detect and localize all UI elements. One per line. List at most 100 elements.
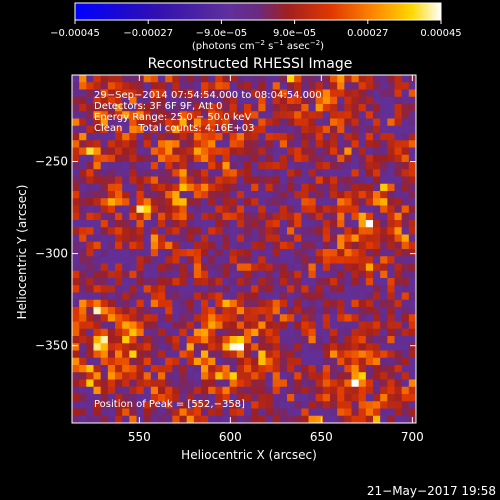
heatmap-cell xyxy=(72,307,80,315)
heatmap-cell xyxy=(344,118,352,127)
heatmap-cell xyxy=(115,292,123,301)
heatmap-cell xyxy=(72,263,80,272)
heatmap-cell xyxy=(93,140,102,148)
heatmap-cell xyxy=(122,299,130,308)
heatmap-cell xyxy=(373,307,381,315)
heatmap-cell xyxy=(251,263,259,272)
heatmap-cell xyxy=(308,379,317,388)
heatmap-cell xyxy=(222,183,231,192)
heatmap-cell xyxy=(308,321,317,330)
heatmap-cell xyxy=(72,350,80,359)
heatmap-cell xyxy=(244,278,252,286)
heatmap-cell xyxy=(158,89,166,98)
heatmap-cell xyxy=(186,307,195,315)
heatmap-cell xyxy=(143,89,152,98)
heatmap-cell xyxy=(158,278,166,286)
heatmap-cell xyxy=(287,205,295,214)
heatmap-cell xyxy=(287,343,295,351)
heatmap-cell xyxy=(394,118,403,127)
heatmap-cell xyxy=(107,125,116,134)
heatmap-cell xyxy=(229,154,238,163)
heatmap-cell xyxy=(100,96,109,105)
heatmap-cell xyxy=(322,227,331,235)
heatmap-cell xyxy=(186,263,195,272)
heatmap-cell xyxy=(279,278,288,286)
heatmap-cell xyxy=(93,270,102,279)
heatmap-cell xyxy=(351,154,360,163)
heatmap-cell xyxy=(172,191,180,199)
heatmap-cell xyxy=(322,111,331,119)
heatmap-cell xyxy=(365,394,374,402)
heatmap-cell xyxy=(79,220,87,228)
heatmap-cell xyxy=(358,394,367,402)
heatmap-cell xyxy=(337,147,345,156)
heatmap-cell xyxy=(100,162,109,170)
heatmap-cell xyxy=(172,169,180,177)
heatmap-cell xyxy=(401,169,410,177)
heatmap-cell xyxy=(322,89,331,98)
heatmap-cell xyxy=(115,111,123,119)
heatmap-cell xyxy=(115,154,123,163)
heatmap-cell xyxy=(244,118,252,127)
heatmap-cell xyxy=(186,372,195,380)
heatmap-cell xyxy=(129,372,137,380)
heatmap-cell xyxy=(373,379,381,388)
heatmap-cell xyxy=(93,394,102,402)
heatmap-cell xyxy=(79,191,87,199)
heatmap-cell xyxy=(129,241,137,250)
heatmap-cell xyxy=(308,249,317,257)
heatmap-cell xyxy=(136,198,145,206)
heatmap-cell xyxy=(79,82,87,90)
heatmap-cell xyxy=(344,350,352,359)
heatmap-cell xyxy=(172,133,180,141)
heatmap-cell xyxy=(107,118,116,127)
heatmap-cell xyxy=(287,415,295,423)
heatmap-cell xyxy=(186,234,195,243)
heatmap-cell xyxy=(115,162,123,170)
heatmap-cell xyxy=(308,140,317,148)
heatmap-cell xyxy=(258,183,266,192)
heatmap-cell xyxy=(208,220,216,228)
heatmap-cell xyxy=(201,263,209,272)
heatmap-cell xyxy=(258,256,266,264)
heatmap-cell xyxy=(272,343,281,351)
heatmap-cell xyxy=(179,357,188,366)
heatmap-cell xyxy=(143,162,152,170)
heatmap-cell xyxy=(373,408,381,417)
heatmap-cell xyxy=(150,125,159,134)
heatmap-cell xyxy=(100,176,109,185)
heatmap-cell xyxy=(380,307,388,315)
heatmap-cell xyxy=(129,111,137,119)
heatmap-cell xyxy=(308,314,317,322)
heatmap-cell xyxy=(380,125,388,134)
heatmap-cell xyxy=(229,133,238,141)
heatmap-cell xyxy=(373,365,381,373)
heatmap-cell xyxy=(344,133,352,141)
heatmap-cell xyxy=(272,256,281,264)
heatmap-cell xyxy=(229,169,238,177)
heatmap-cell xyxy=(373,241,381,250)
heatmap-cell xyxy=(86,82,94,90)
chart-title: Reconstructed RHESSI Image xyxy=(148,56,353,72)
heatmap-cell xyxy=(172,415,180,423)
heatmap-cell xyxy=(107,104,116,112)
heatmap-cell xyxy=(222,292,231,301)
heatmap-cell xyxy=(208,205,216,214)
heatmap-cell xyxy=(222,227,231,235)
heatmap-cell xyxy=(380,350,388,359)
heatmap-cell xyxy=(229,220,238,228)
heatmap-cell xyxy=(373,227,381,235)
heatmap-cell xyxy=(122,408,130,417)
heatmap-cell xyxy=(301,176,309,185)
heatmap-cell xyxy=(193,365,202,373)
heatmap-cell xyxy=(337,278,345,286)
heatmap-cell xyxy=(365,357,374,366)
heatmap-cell xyxy=(294,278,302,286)
heatmap-cell xyxy=(143,372,152,380)
heatmap-cell xyxy=(193,198,202,206)
heatmap-cell xyxy=(229,328,238,337)
heatmap-cell xyxy=(272,336,281,344)
heatmap-cell xyxy=(115,220,123,228)
heatmap-cell xyxy=(229,343,238,351)
heatmap-cell xyxy=(79,176,87,185)
